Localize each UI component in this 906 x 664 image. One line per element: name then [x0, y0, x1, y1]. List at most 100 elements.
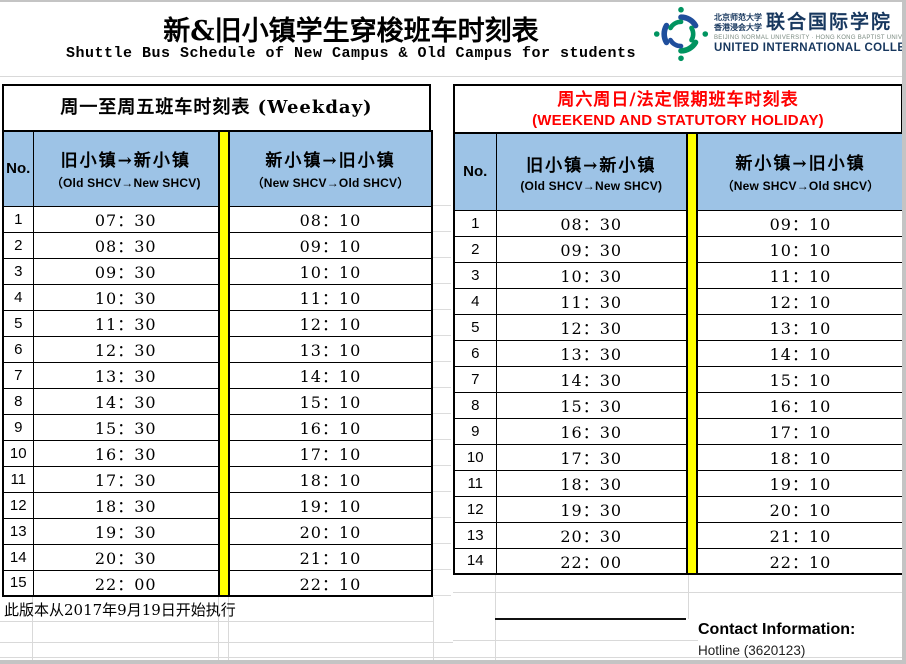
logo-university-2: 香港浸会大学: [714, 22, 762, 32]
gridline: [0, 76, 906, 77]
schedule-row: 5 11：30 12：10: [2, 309, 433, 337]
column-header-no: No.: [2, 130, 34, 207]
return-time-cell: 20：10: [228, 517, 433, 545]
row-number-cell: 1: [453, 209, 497, 237]
departure-time-cell: 13：30: [32, 361, 220, 389]
gridline-gap-column: [433, 205, 451, 596]
return-time-cell: 16：10: [696, 391, 905, 419]
window-edge: [0, 0, 906, 2]
row-number-cell: 9: [2, 413, 34, 441]
logo-universities-en: BEIJING NORMAL UNIVERSITY · HONG KONG BA…: [714, 35, 906, 42]
yellow-divider: [686, 262, 698, 288]
return-time-cell: 15：10: [696, 365, 905, 393]
schedule-row: 6 13：30 14：10: [453, 339, 905, 367]
schedule-row: 8 14：30 15：10: [2, 387, 433, 415]
yellow-divider: [218, 570, 230, 596]
return-time-cell: 19：10: [228, 491, 433, 519]
row-number-cell: 7: [2, 361, 34, 389]
departure-time-cell: 09：30: [495, 235, 688, 263]
departure-time-cell: 09：30: [32, 257, 220, 285]
row-number-cell: 10: [2, 439, 34, 467]
row-number-cell: 2: [453, 235, 497, 263]
cell-border-rule: [495, 618, 686, 620]
gridline: [433, 597, 434, 660]
uic-logo-text: 北京师范大学 香港浸会大学 联合国际学院 BEIJING NORMAL UNIV…: [714, 13, 906, 55]
departure-time-cell: 15：30: [32, 413, 220, 441]
departure-time-cell: 14：30: [32, 387, 220, 415]
yellow-divider: [218, 131, 230, 206]
departure-time-cell: 16：30: [32, 439, 220, 467]
schedule-row: 3 09：30 10：10: [2, 257, 433, 285]
contact-heading: Contact Information:: [698, 621, 856, 638]
logo-college-cn: 联合国际学院: [766, 11, 893, 34]
schedule-row: 1 08：30 09：10: [453, 209, 905, 237]
schedule-row: 12 18：30 19：10: [2, 491, 433, 519]
yellow-divider: [218, 518, 230, 544]
return-time-cell: 09：10: [696, 209, 905, 237]
row-number-cell: 3: [2, 257, 34, 285]
yellow-divider: [218, 362, 230, 388]
row-number-cell: 1: [2, 205, 34, 233]
row-number-cell: 13: [453, 521, 497, 549]
page-title: 新&旧小镇学生穿梭班车时刻表: [163, 16, 539, 47]
return-time-cell: 21：10: [228, 543, 433, 571]
schedule-row: 4 10：30 11：10: [2, 283, 433, 311]
yellow-divider: [218, 258, 230, 284]
schedule-row: 13 19：30 20：10: [2, 517, 433, 545]
yellow-divider: [218, 232, 230, 258]
yellow-divider: [218, 388, 230, 414]
departure-time-cell: 10：30: [495, 261, 688, 289]
direction-label-cn: 旧小镇→新小镇: [60, 151, 191, 172]
return-time-cell: 21：10: [696, 521, 905, 549]
gridline: [0, 621, 433, 622]
yellow-divider: [686, 210, 698, 236]
row-number-cell: 11: [453, 469, 497, 497]
weekend-table: 周六周日/法定假期班车时刻表 (WEEKEND AND STATUTORY HO…: [453, 84, 905, 575]
return-time-cell: 09：10: [228, 231, 433, 259]
yellow-divider: [218, 336, 230, 362]
schedule-row: 14 22：00 22：10: [453, 547, 905, 575]
direction-label-en: （New SHCV→Old SHCV）: [251, 176, 410, 191]
departure-time-cell: 22：00: [495, 547, 688, 575]
gridline: [495, 573, 496, 660]
return-time-cell: 22：10: [228, 569, 433, 597]
yellow-divider: [218, 466, 230, 492]
uic-logo: 北京师范大学 香港浸会大学 联合国际学院 BEIJING NORMAL UNIV…: [653, 6, 906, 62]
return-time-cell: 16：10: [228, 413, 433, 441]
yellow-divider: [686, 548, 698, 574]
gridline: [453, 592, 906, 593]
gridline: [32, 597, 33, 660]
yellow-divider: [218, 414, 230, 440]
row-number-cell: 6: [453, 339, 497, 367]
return-time-cell: 15：10: [228, 387, 433, 415]
uic-pinwheel-icon: [653, 6, 709, 62]
schedule-row: 11 18：30 19：10: [453, 469, 905, 497]
row-number-cell: 14: [453, 547, 497, 575]
schedule-row: 6 12：30 13：10: [2, 335, 433, 363]
schedule-row: 7 14：30 15：10: [453, 365, 905, 393]
return-time-cell: 18：10: [228, 465, 433, 493]
row-number-cell: 4: [2, 283, 34, 311]
row-number-cell: 9: [453, 417, 497, 445]
departure-time-cell: 11：30: [495, 287, 688, 315]
row-number-cell: 2: [2, 231, 34, 259]
direction-label-en: （New SHCV→Old SHCV）: [721, 179, 880, 194]
row-number-cell: 14: [2, 543, 34, 571]
schedule-row: 10 17：30 18：10: [453, 443, 905, 471]
departure-time-cell: 22：00: [32, 569, 220, 597]
departure-time-cell: 15：30: [495, 391, 688, 419]
row-number-cell: 15: [2, 569, 34, 597]
weekend-title-en: (WEEKEND AND STATUTORY HOLIDAY): [532, 112, 824, 129]
direction-label-cn: 旧小镇→新小镇: [526, 155, 657, 176]
schedule-row: 5 12：30 13：10: [453, 313, 905, 341]
departure-time-cell: 16：30: [495, 417, 688, 445]
row-number-cell: 12: [2, 491, 34, 519]
return-time-cell: 12：10: [696, 287, 905, 315]
page-subtitle: Shuttle Bus Schedule of New Campus & Old…: [65, 45, 637, 62]
yellow-divider: [218, 492, 230, 518]
row-number-cell: 8: [453, 391, 497, 419]
row-number-cell: 3: [453, 261, 497, 289]
return-time-cell: 13：10: [228, 335, 433, 363]
schedule-row: 15 22：00 22：10: [2, 569, 433, 597]
